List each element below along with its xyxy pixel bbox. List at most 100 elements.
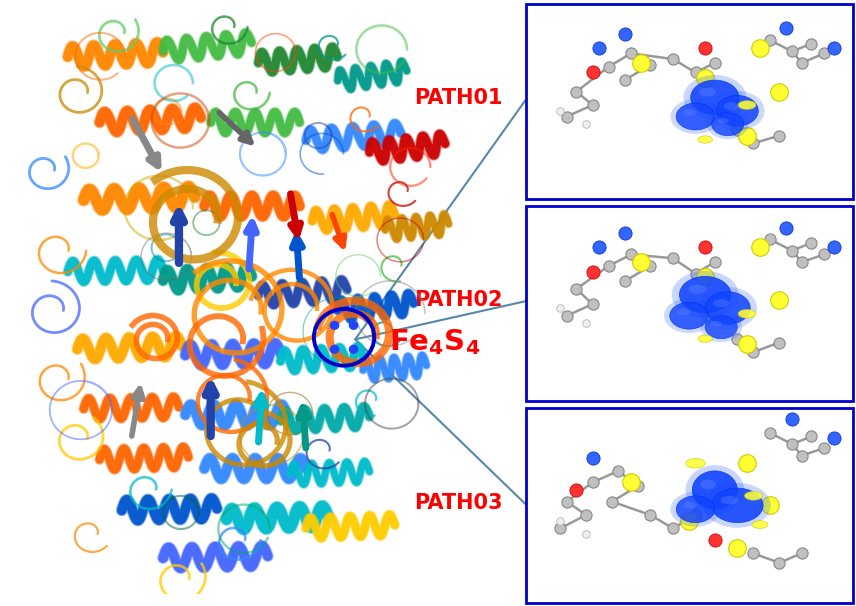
Ellipse shape bbox=[700, 312, 742, 342]
Point bbox=[569, 284, 583, 294]
Point bbox=[682, 516, 696, 525]
Text: $\mathbf{Fe_4S_4}$: $\mathbf{Fe_4S_4}$ bbox=[389, 327, 480, 357]
Ellipse shape bbox=[686, 459, 705, 468]
Point bbox=[586, 478, 599, 487]
Ellipse shape bbox=[717, 118, 728, 124]
Point bbox=[708, 257, 722, 267]
Point bbox=[827, 242, 841, 251]
Point bbox=[554, 303, 568, 313]
Point bbox=[569, 87, 583, 96]
Ellipse shape bbox=[693, 471, 737, 509]
Ellipse shape bbox=[691, 80, 739, 115]
Point bbox=[772, 296, 786, 305]
Ellipse shape bbox=[745, 491, 763, 500]
Point bbox=[586, 453, 599, 462]
Point bbox=[560, 112, 574, 121]
Point bbox=[631, 481, 645, 491]
Point bbox=[772, 558, 786, 568]
Ellipse shape bbox=[707, 109, 749, 139]
Point bbox=[698, 242, 712, 251]
Point bbox=[785, 47, 799, 56]
Point bbox=[586, 100, 599, 110]
Circle shape bbox=[330, 322, 339, 329]
Point bbox=[592, 242, 606, 251]
Point bbox=[817, 443, 831, 453]
Point bbox=[569, 485, 583, 495]
Point bbox=[698, 73, 712, 83]
Point bbox=[740, 458, 754, 468]
Point bbox=[644, 510, 657, 520]
Ellipse shape bbox=[700, 479, 716, 489]
Point bbox=[730, 543, 744, 553]
Point bbox=[580, 319, 593, 328]
Point bbox=[644, 60, 657, 70]
Point bbox=[666, 524, 680, 533]
Point bbox=[624, 48, 638, 58]
Point bbox=[554, 516, 568, 525]
Ellipse shape bbox=[721, 496, 739, 505]
Point bbox=[763, 35, 776, 45]
Point bbox=[611, 466, 625, 476]
Point bbox=[618, 228, 632, 238]
Point bbox=[805, 39, 818, 48]
Ellipse shape bbox=[698, 136, 712, 143]
Point bbox=[698, 43, 712, 53]
Ellipse shape bbox=[710, 321, 722, 327]
Point bbox=[785, 246, 799, 256]
Point bbox=[634, 58, 648, 68]
Circle shape bbox=[330, 345, 339, 353]
Point bbox=[689, 510, 703, 520]
Ellipse shape bbox=[705, 316, 737, 339]
Ellipse shape bbox=[676, 496, 715, 522]
Point bbox=[740, 131, 754, 141]
Ellipse shape bbox=[698, 287, 757, 329]
Point bbox=[730, 334, 744, 344]
Ellipse shape bbox=[669, 302, 709, 329]
Point bbox=[795, 451, 809, 461]
Point bbox=[740, 339, 754, 349]
Ellipse shape bbox=[704, 483, 771, 528]
Point bbox=[772, 131, 786, 141]
Point bbox=[827, 433, 841, 443]
Ellipse shape bbox=[711, 113, 744, 136]
Ellipse shape bbox=[672, 271, 739, 318]
Point bbox=[772, 338, 786, 347]
Point bbox=[602, 62, 615, 72]
Ellipse shape bbox=[688, 285, 706, 294]
Ellipse shape bbox=[676, 103, 715, 130]
Point bbox=[666, 54, 680, 64]
Ellipse shape bbox=[670, 492, 721, 527]
Point bbox=[805, 431, 818, 441]
Point bbox=[763, 235, 776, 244]
Ellipse shape bbox=[683, 75, 746, 120]
Point bbox=[689, 68, 703, 78]
Point bbox=[580, 529, 593, 539]
Circle shape bbox=[349, 345, 358, 353]
Point bbox=[592, 43, 606, 53]
Point bbox=[605, 497, 619, 507]
Point bbox=[779, 24, 793, 33]
Point bbox=[817, 250, 831, 259]
Point bbox=[753, 242, 767, 251]
Ellipse shape bbox=[664, 298, 714, 333]
Point bbox=[763, 501, 776, 510]
Point bbox=[634, 257, 648, 267]
Ellipse shape bbox=[713, 299, 728, 307]
Point bbox=[580, 510, 593, 520]
Point bbox=[785, 439, 799, 449]
Point bbox=[666, 253, 680, 263]
Ellipse shape bbox=[738, 101, 756, 109]
Point bbox=[644, 261, 657, 271]
Point bbox=[795, 58, 809, 68]
Ellipse shape bbox=[716, 96, 758, 126]
Point bbox=[624, 478, 638, 487]
Ellipse shape bbox=[705, 291, 750, 324]
Point bbox=[624, 250, 638, 259]
Point bbox=[689, 268, 703, 278]
Ellipse shape bbox=[683, 109, 697, 116]
Point bbox=[763, 428, 776, 438]
Point bbox=[817, 48, 831, 58]
Point bbox=[795, 548, 809, 558]
Ellipse shape bbox=[676, 308, 690, 315]
Ellipse shape bbox=[710, 91, 764, 131]
